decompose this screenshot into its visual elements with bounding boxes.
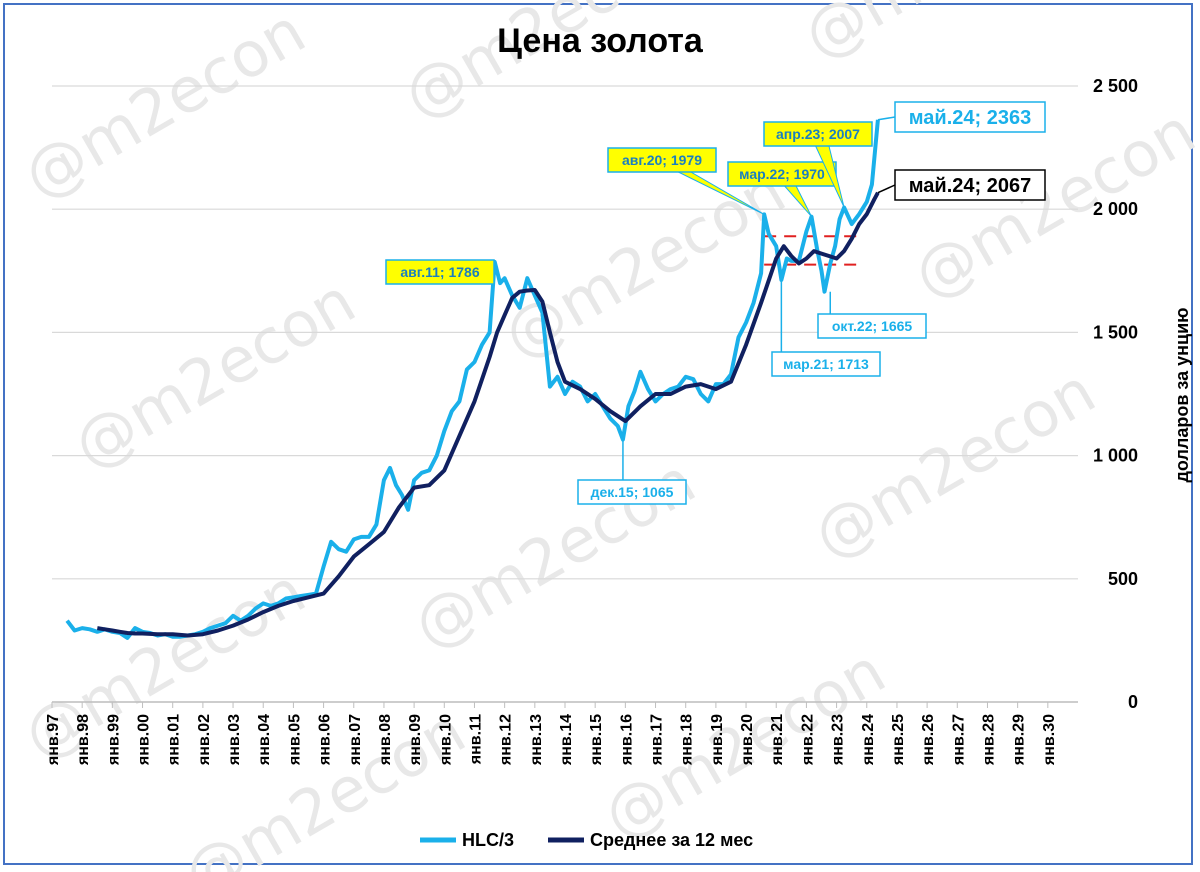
y-tick-label: 500 [1108,569,1138,589]
y-tick-labels: 0 500 1 000 1 500 2 000 2 500 [1093,76,1138,712]
annotation-label: окт.22; 1665 [832,318,913,334]
annotation-label: дек.15; 1065 [591,484,674,500]
annotation-label: апр.23; 2007 [776,126,860,142]
annotation-box [607,147,717,173]
annotation-leader [877,116,896,121]
x-tick-label: янв.99 [105,714,122,766]
x-tick-label: янв.12 [498,714,515,766]
annotation-box [771,351,881,377]
x-tick-label: янв.15 [588,714,605,766]
x-tick-label: янв.29 [1011,714,1028,766]
x-tick-label: янв.14 [558,714,575,766]
legend-label: HLC/3 [462,830,514,850]
annotation-box [385,259,495,285]
x-tick-label: янв.25 [890,714,907,766]
annotation-label: авг.20; 1979 [622,152,702,168]
annotation-label: мар.21; 1713 [783,356,869,372]
x-tick-label: янв.19 [709,714,726,766]
annotation-box [817,313,927,339]
watermark-text: @m2econ [791,0,1097,73]
x-tick-label: янв.01 [166,714,183,766]
x-tick-label: янв.20 [739,714,756,766]
x-tick-label: янв.03 [226,714,243,766]
annotation-label: май.24; 2067 [909,175,1031,197]
x-tick-label: янв.02 [196,714,213,766]
y-tick-label: 2 000 [1093,199,1138,219]
x-tick-label: янв.04 [256,714,273,766]
annotation-label: май.24; 2363 [909,107,1031,129]
annotation-box [763,121,873,147]
x-tick-label: янв.17 [649,714,666,766]
annotation-box [577,479,687,505]
annotation-box [727,161,837,187]
x-tick-label: янв.16 [618,714,635,766]
y-tick-label: 2 500 [1093,76,1138,96]
y-tick-label: 1 000 [1093,446,1138,466]
x-tick-label: янв.98 [75,714,92,766]
x-tick-label: янв.00 [136,714,153,766]
x-tick-label: янв.22 [799,714,816,766]
x-tick-label: янв.28 [980,714,997,766]
x-tick-label: янв.09 [407,714,424,766]
x-tick-label: янв.11 [467,714,484,765]
watermark-text: @m2econ [801,354,1107,573]
x-tick-label: янв.30 [1041,714,1058,766]
annotations: авг.11; 1786 авг.20; 1979 мар.22; 1970 апр.… [385,101,1046,505]
annotation-label: мар.22; 1970 [739,166,825,182]
x-tick-label: янв.05 [286,714,303,766]
x-tick-labels: янв.97 янв.98 янв.99 янв.00 янв.01 янв.02 янв.… [45,702,1058,766]
x-tick-label: янв.97 [45,714,62,766]
x-tick-label: янв.18 [679,714,696,766]
y-tick-label: 1 500 [1093,322,1138,342]
annotation-label: авг.11; 1786 [400,264,479,280]
annotation-box [894,101,1046,133]
x-tick-label: янв.27 [950,714,967,766]
x-tick-label: янв.13 [528,714,545,766]
annotation-box [894,169,1046,201]
x-tick-label: янв.06 [317,714,334,766]
x-tick-label: янв.21 [769,714,786,766]
chart-title: Цена золота [497,22,704,60]
legend: HLC/3 Среднее за 12 мес [420,830,753,850]
watermark-text: @m2econ [11,0,317,213]
reference-lines [764,235,861,266]
watermark-text: @m2econ [61,264,367,483]
chart-frame [3,3,1193,865]
x-tick-label: янв.26 [920,714,937,766]
watermark-text: @m2econ [491,154,797,373]
annotation-leader [877,184,896,194]
watermark-text: @m2econ [391,0,697,133]
series-line-avg12 [96,191,880,638]
x-tick-label: янв.24 [860,714,877,766]
watermark-text: @m2econ [401,444,707,663]
y-tick-label: 0 [1128,692,1138,712]
legend-label: Среднее за 12 мес [590,830,753,850]
y-axis-label: долларов за унцию [1172,307,1192,482]
x-tick-label: янв.23 [830,714,847,766]
x-tick-label: янв.08 [377,714,394,766]
x-tick-label: янв.10 [437,714,454,766]
x-tick-label: янв.07 [347,714,364,766]
